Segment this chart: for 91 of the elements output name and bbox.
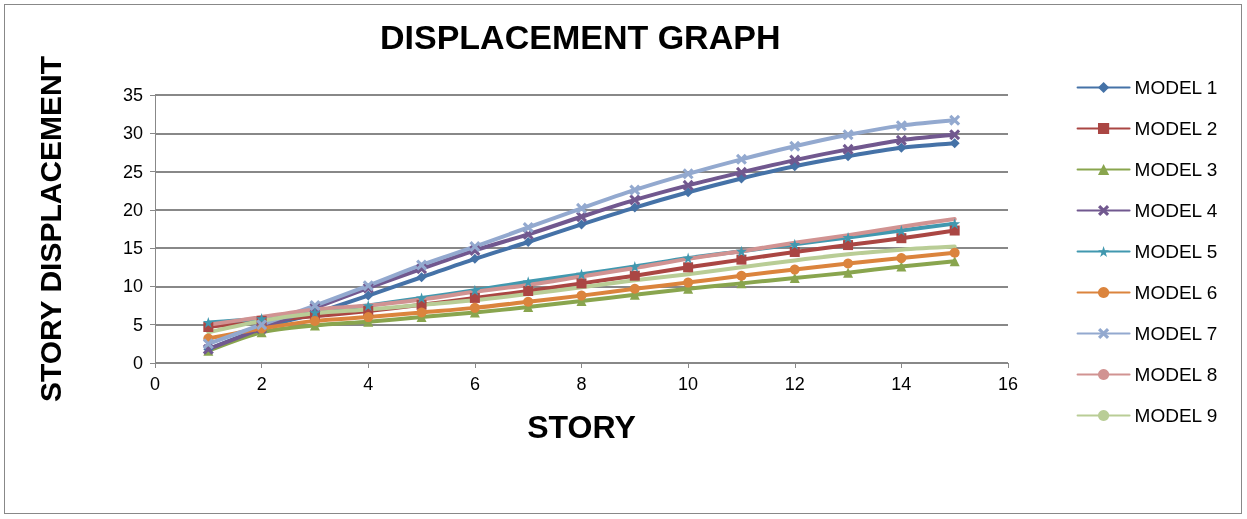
y-axis-title: STORY DISPLACEMENT — [33, 55, 67, 403]
x-axis-title: STORY — [527, 409, 636, 445]
point — [469, 292, 480, 303]
point — [949, 225, 960, 236]
x-tick-label: 16 — [997, 374, 1019, 394]
y-tick-label: 5 — [132, 314, 143, 335]
point — [416, 272, 427, 283]
point — [789, 154, 801, 166]
point — [629, 261, 641, 273]
point — [949, 129, 961, 141]
legend-label: MODEL 4 — [1134, 200, 1218, 221]
point — [309, 315, 320, 326]
point — [576, 219, 587, 230]
point — [202, 338, 214, 350]
point — [469, 253, 480, 264]
point — [682, 168, 694, 180]
point — [629, 283, 640, 294]
x-tick-label: 10 — [678, 374, 699, 394]
point — [789, 246, 800, 257]
point — [895, 134, 907, 146]
legend-label: MODEL 9 — [1134, 405, 1218, 426]
legend-label: MODEL 1 — [1134, 77, 1218, 98]
point — [735, 153, 747, 165]
legend-label: MODEL 2 — [1134, 118, 1218, 139]
y-tick-label: 0 — [132, 353, 143, 373]
point — [949, 247, 960, 258]
point — [949, 218, 961, 230]
point — [895, 120, 907, 132]
point — [256, 319, 268, 331]
point — [949, 114, 961, 126]
point — [363, 290, 374, 301]
y-tick-label: 35 — [122, 85, 143, 105]
point — [576, 278, 587, 289]
point — [682, 252, 694, 264]
point — [683, 262, 694, 273]
point — [843, 258, 854, 269]
x-tick-label: 12 — [784, 374, 805, 394]
point — [522, 221, 534, 233]
point — [682, 179, 694, 191]
y-tick-label: 25 — [122, 161, 143, 182]
point — [842, 129, 854, 141]
legend-label: MODEL 3 — [1134, 159, 1218, 180]
point — [523, 286, 534, 297]
point — [629, 202, 640, 213]
point — [843, 151, 854, 162]
chart-title: DISPLACEMENT GRAPH — [380, 18, 781, 56]
y-tick-label: 30 — [122, 123, 143, 144]
point — [576, 268, 587, 280]
point — [735, 245, 747, 257]
y-tick-label: 15 — [122, 238, 143, 259]
point — [842, 231, 854, 243]
legend-label: MODEL 6 — [1134, 282, 1218, 303]
y-tick-label: 20 — [122, 199, 143, 220]
point — [629, 194, 641, 206]
x-tick-label: 6 — [469, 374, 480, 394]
x-tick-label: 4 — [363, 374, 374, 394]
point — [843, 240, 854, 251]
point — [363, 312, 374, 323]
point — [576, 290, 587, 301]
point — [202, 316, 214, 328]
point — [416, 292, 428, 304]
point — [843, 267, 854, 278]
point — [576, 202, 587, 214]
point — [789, 140, 801, 152]
point — [469, 302, 480, 313]
point — [736, 254, 747, 265]
point — [416, 307, 427, 318]
point — [523, 296, 534, 307]
x-tick-label: 2 — [256, 374, 267, 394]
point — [842, 143, 854, 155]
point — [523, 237, 534, 248]
x-tick-label: 0 — [149, 374, 161, 394]
point — [416, 259, 428, 271]
point — [789, 238, 801, 250]
point — [896, 233, 907, 244]
point — [683, 187, 694, 198]
x-tick-label: 14 — [891, 374, 912, 394]
point — [896, 253, 907, 264]
legend-label: MODEL 7 — [1134, 323, 1218, 344]
point — [362, 300, 374, 312]
point — [789, 264, 800, 275]
point — [683, 277, 694, 288]
x-tick-label: 8 — [576, 374, 587, 394]
point — [735, 166, 747, 178]
point — [736, 270, 747, 281]
y-tick-label: 10 — [122, 276, 143, 297]
point — [789, 273, 800, 284]
legend-label: MODEL 8 — [1134, 364, 1218, 385]
legend-label: MODEL 5 — [1134, 241, 1218, 262]
point — [629, 270, 640, 281]
point — [629, 184, 641, 196]
